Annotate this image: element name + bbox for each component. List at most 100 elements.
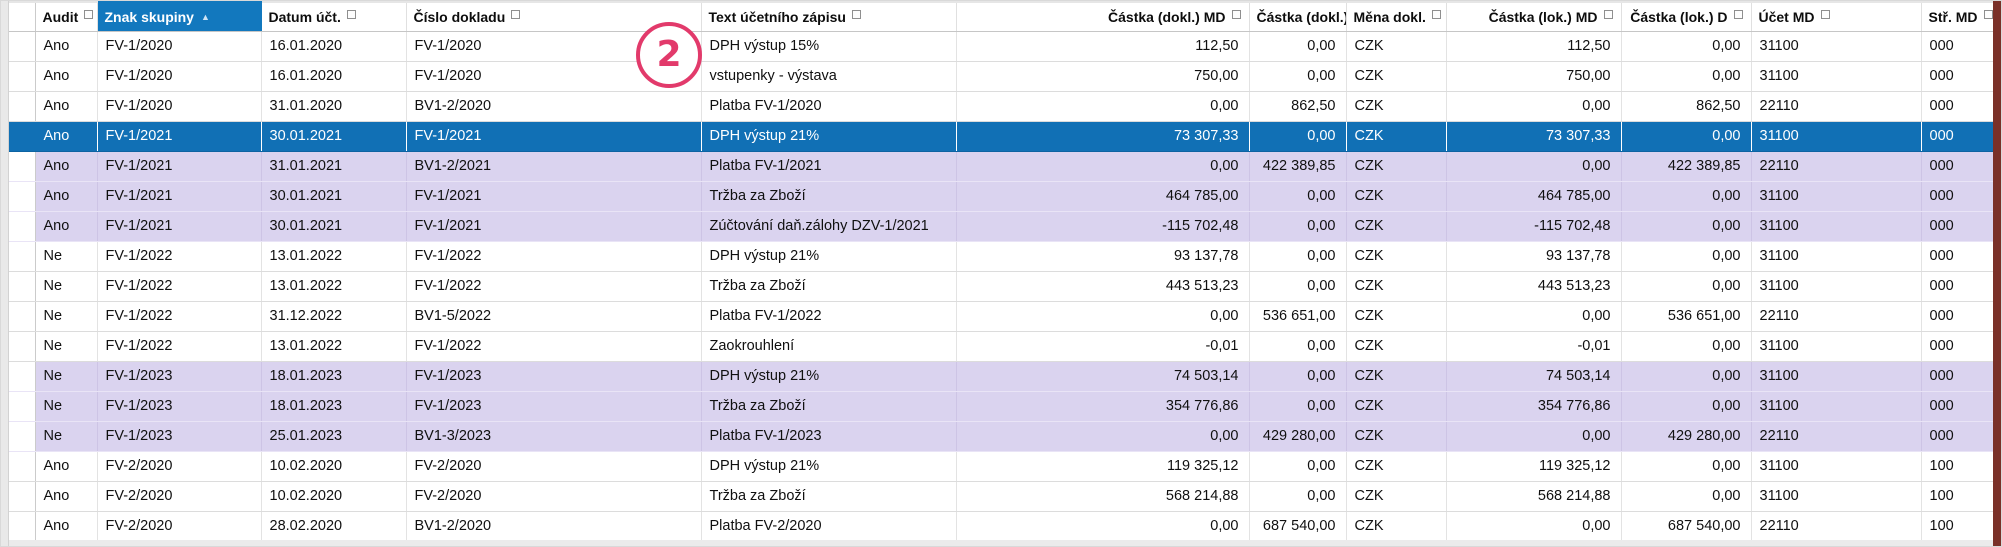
cell-dokl-d[interactable]: 0,00 bbox=[1249, 271, 1347, 302]
cell-datum[interactable]: 13.01.2022 bbox=[261, 241, 407, 272]
cell-str-md[interactable]: 000 bbox=[1921, 91, 1994, 122]
cell-dokl-d[interactable]: 0,00 bbox=[1249, 61, 1347, 92]
cell-dokl-md[interactable]: 112,50 bbox=[956, 31, 1250, 62]
row-selector-header[interactable] bbox=[9, 1, 36, 32]
cell-lok-d[interactable]: 422 389,85 bbox=[1621, 151, 1752, 182]
cell-ucet-md[interactable]: 31100 bbox=[1751, 241, 1922, 272]
cell-mena[interactable]: CZK bbox=[1346, 421, 1447, 452]
row-selector-cell[interactable] bbox=[9, 481, 36, 512]
cell-dokl-d[interactable]: 422 389,85 bbox=[1249, 151, 1347, 182]
cell-datum[interactable]: 25.01.2023 bbox=[261, 421, 407, 452]
cell-audit[interactable]: Ne bbox=[35, 301, 98, 332]
cell-text[interactable]: Tržba za Zboží bbox=[701, 391, 957, 422]
cell-mena[interactable]: CZK bbox=[1346, 151, 1447, 182]
cell-text[interactable]: DPH výstup 21% bbox=[701, 451, 957, 482]
cell-datum[interactable]: 30.01.2021 bbox=[261, 211, 407, 242]
cell-audit[interactable]: Ano bbox=[35, 91, 98, 122]
cell-ucet-md[interactable]: 31100 bbox=[1751, 451, 1922, 482]
cell-cislo[interactable]: FV-1/2022 bbox=[406, 271, 702, 302]
cell-dokl-d[interactable]: 862,50 bbox=[1249, 91, 1347, 122]
row-selector-cell[interactable] bbox=[9, 211, 36, 242]
row-selector-cell[interactable] bbox=[9, 241, 36, 272]
cell-lok-d[interactable]: 0,00 bbox=[1621, 271, 1752, 302]
cell-mena[interactable]: CZK bbox=[1346, 61, 1447, 92]
cell-lok-d[interactable]: 0,00 bbox=[1621, 331, 1752, 362]
cell-text[interactable]: Platba FV-1/2020 bbox=[701, 91, 957, 122]
cell-text[interactable]: Platba FV-1/2023 bbox=[701, 421, 957, 452]
cell-mena[interactable]: CZK bbox=[1346, 391, 1447, 422]
row-selector-cell[interactable] bbox=[9, 331, 36, 362]
cell-mena[interactable]: CZK bbox=[1346, 121, 1447, 152]
cell-lok-d[interactable]: 0,00 bbox=[1621, 61, 1752, 92]
cell-dokl-d[interactable]: 687 540,00 bbox=[1249, 511, 1347, 542]
cell-datum[interactable]: 30.01.2021 bbox=[261, 181, 407, 212]
cell-mena[interactable]: CZK bbox=[1346, 271, 1447, 302]
column-header-lok-d[interactable]: Částka (lok.) D bbox=[1621, 1, 1752, 32]
row-selector-cell[interactable] bbox=[9, 181, 36, 212]
cell-datum[interactable]: 31.01.2021 bbox=[261, 151, 407, 182]
cell-dokl-md[interactable]: 0,00 bbox=[956, 301, 1250, 332]
cell-datum[interactable]: 30.01.2021 bbox=[261, 121, 407, 152]
cell-mena[interactable]: CZK bbox=[1346, 511, 1447, 542]
cell-dokl-md[interactable]: 750,00 bbox=[956, 61, 1250, 92]
column-header-cislo[interactable]: Číslo dokladu bbox=[406, 1, 702, 32]
cell-datum[interactable]: 31.12.2022 bbox=[261, 301, 407, 332]
cell-lok-d[interactable]: 0,00 bbox=[1621, 211, 1752, 242]
cell-dokl-d[interactable]: 0,00 bbox=[1249, 391, 1347, 422]
cell-znak[interactable]: FV-1/2023 bbox=[97, 391, 262, 422]
cell-datum[interactable]: 13.01.2022 bbox=[261, 271, 407, 302]
cell-ucet-md[interactable]: 22110 bbox=[1751, 301, 1922, 332]
cell-lok-md[interactable]: 354 776,86 bbox=[1446, 391, 1622, 422]
cell-text[interactable]: Zúčtování daň.zálohy DZV-1/2021 bbox=[701, 211, 957, 242]
cell-str-md[interactable]: 000 bbox=[1921, 151, 1994, 182]
cell-znak[interactable]: FV-1/2022 bbox=[97, 271, 262, 302]
cell-lok-md[interactable]: 119 325,12 bbox=[1446, 451, 1622, 482]
cell-ucet-md[interactable]: 22110 bbox=[1751, 511, 1922, 542]
cell-lok-md[interactable]: 464 785,00 bbox=[1446, 181, 1622, 212]
cell-datum[interactable]: 10.02.2020 bbox=[261, 481, 407, 512]
cell-text[interactable]: Zaokrouhlení bbox=[701, 331, 957, 362]
cell-lok-md[interactable]: -0,01 bbox=[1446, 331, 1622, 362]
cell-ucet-md[interactable]: 31100 bbox=[1751, 211, 1922, 242]
cell-dokl-md[interactable]: 354 776,86 bbox=[956, 391, 1250, 422]
row-selector-cell[interactable] bbox=[9, 421, 36, 452]
cell-mena[interactable]: CZK bbox=[1346, 211, 1447, 242]
cell-ucet-md[interactable]: 31100 bbox=[1751, 31, 1922, 62]
cell-lok-md[interactable]: 112,50 bbox=[1446, 31, 1622, 62]
cell-dokl-d[interactable]: 0,00 bbox=[1249, 241, 1347, 272]
cell-mena[interactable]: CZK bbox=[1346, 241, 1447, 272]
cell-lok-md[interactable]: 0,00 bbox=[1446, 91, 1622, 122]
cell-cislo[interactable]: BV1-2/2020 bbox=[406, 91, 702, 122]
cell-audit[interactable]: Ano bbox=[35, 181, 98, 212]
cell-lok-d[interactable]: 0,00 bbox=[1621, 181, 1752, 212]
cell-dokl-md[interactable]: 0,00 bbox=[956, 91, 1250, 122]
cell-str-md[interactable]: 000 bbox=[1921, 121, 1994, 152]
row-selector-cell[interactable] bbox=[9, 31, 36, 62]
row-selector-cell[interactable] bbox=[9, 271, 36, 302]
column-header-datum[interactable]: Datum účt. bbox=[261, 1, 407, 32]
cell-lok-d[interactable]: 0,00 bbox=[1621, 481, 1752, 512]
cell-znak[interactable]: FV-1/2020 bbox=[97, 61, 262, 92]
filter-box-icon[interactable] bbox=[84, 9, 94, 19]
cell-lok-md[interactable]: -115 702,48 bbox=[1446, 211, 1622, 242]
column-header-str-md[interactable]: Stř. MD bbox=[1921, 1, 1994, 32]
row-selector-cell[interactable] bbox=[9, 61, 36, 92]
cell-lok-md[interactable]: 93 137,78 bbox=[1446, 241, 1622, 272]
filter-box-icon[interactable] bbox=[1820, 9, 1830, 19]
cell-lok-md[interactable]: 74 503,14 bbox=[1446, 361, 1622, 392]
cell-datum[interactable]: 13.01.2022 bbox=[261, 331, 407, 362]
cell-audit[interactable]: Ne bbox=[35, 361, 98, 392]
cell-audit[interactable]: Ne bbox=[35, 421, 98, 452]
filter-box-icon[interactable] bbox=[1733, 9, 1743, 19]
cell-lok-md[interactable]: 0,00 bbox=[1446, 301, 1622, 332]
cell-text[interactable]: Tržba za Zboží bbox=[701, 271, 957, 302]
cell-lok-md[interactable]: 0,00 bbox=[1446, 511, 1622, 542]
cell-dokl-d[interactable]: 0,00 bbox=[1249, 451, 1347, 482]
cell-dokl-d[interactable]: 0,00 bbox=[1249, 31, 1347, 62]
cell-dokl-d[interactable]: 0,00 bbox=[1249, 181, 1347, 212]
cell-datum[interactable]: 16.01.2020 bbox=[261, 31, 407, 62]
cell-dokl-d[interactable]: 0,00 bbox=[1249, 331, 1347, 362]
cell-ucet-md[interactable]: 31100 bbox=[1751, 361, 1922, 392]
cell-datum[interactable]: 18.01.2023 bbox=[261, 361, 407, 392]
cell-lok-d[interactable]: 0,00 bbox=[1621, 121, 1752, 152]
